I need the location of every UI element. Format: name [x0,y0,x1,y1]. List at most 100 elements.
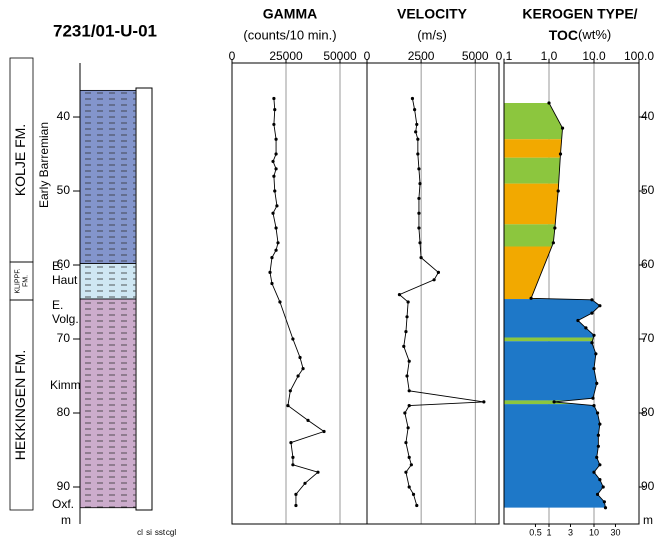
data-point [559,152,562,155]
data-point [291,337,294,340]
data-point [278,300,281,303]
depth-label: 80 [641,405,655,419]
data-point [272,123,275,126]
data-point [590,312,593,315]
kerogen-band [504,103,639,139]
grain-size-label: si [146,528,152,537]
x-tick-label: 50000 [323,49,357,63]
panel-title: VELOCITY [397,6,468,22]
data-point [274,152,277,155]
grain-size-label: sst [155,528,166,537]
data-point [410,463,413,466]
stage-text: Early Barremian [37,122,51,208]
data-point [296,374,299,377]
depth-label: 90 [57,479,71,493]
lithology-pattern [80,299,136,508]
page: 7231/01-U-01 404050506060707080809090mmK… [0,0,655,544]
data-point [303,482,306,485]
panel-title-2: TOC [549,27,578,43]
data-point [547,101,550,104]
grain-size-label: cgl [166,528,176,537]
data-point [418,182,421,185]
data-point [289,389,292,392]
data-point [557,189,560,192]
data-point [419,256,422,259]
kerogen-band [504,404,639,508]
data-point [561,127,564,130]
x-tick-label: 30 [610,527,620,537]
stage-text: Kimm [50,378,81,392]
kerogen-band [504,338,639,342]
x-tick-label: 5000 [462,49,489,63]
stage-text: E. [52,259,63,273]
data-point [602,485,605,488]
x-tick-label: 2500 [408,49,435,63]
x-tick-label: 0.1 [496,49,513,63]
data-point [417,197,420,200]
x-tick-label: 25000 [269,49,303,63]
depth-label: 50 [57,183,71,197]
data-point [291,463,294,466]
data-point [408,404,411,407]
data-point [405,315,408,318]
data-point [413,108,416,111]
data-point [408,389,411,392]
depth-label: 40 [641,109,655,123]
data-point [322,430,325,433]
data-point [404,441,407,444]
data-point [592,471,595,474]
data-point [268,271,271,274]
data-point [405,374,408,377]
data-point [291,456,294,459]
panel-frame [367,63,499,524]
data-point [402,345,405,348]
data-point [414,130,417,133]
x-tick-label: 0 [229,49,236,63]
grain-size-column [136,88,152,510]
x-tick-label: 100.0 [624,49,654,63]
data-point [271,212,274,215]
data-point [529,297,532,300]
data-point [273,189,276,192]
data-line [270,99,324,506]
depth-label: 80 [57,405,71,419]
x-tick-label: 10.0 [582,49,606,63]
kerogen-band [504,184,639,225]
data-point [270,282,273,285]
formation-text: KOLJE FM. [12,124,28,196]
data-point [592,334,595,337]
data-point [274,249,277,252]
panel-subtitle: TOC(wt%) [549,27,612,43]
data-point [553,226,556,229]
data-point [407,300,410,303]
data-point [598,423,601,426]
kerogen-band [504,139,639,157]
panel-title: KEROGEN TYPE/ [522,6,637,22]
data-point [598,463,601,466]
data-point [416,152,419,155]
kerogen-band [504,158,639,184]
stage-label: Kimm [50,378,81,392]
formation-label: KOLJE FM. [12,124,28,196]
data-point [411,97,414,100]
data-point [294,504,297,507]
x-tick-label: 10 [589,527,599,537]
kerogen-band [504,299,639,337]
data-point [598,478,601,481]
data-point [403,411,406,414]
well-title: 7231/01-U-01 [53,21,157,40]
data-point [417,226,420,229]
data-point [270,256,273,259]
data-point [412,493,415,496]
data-point [273,108,276,111]
data-point [598,304,601,307]
data-point [418,241,421,244]
data-point [590,341,593,344]
data-point [404,330,407,333]
data-point [274,226,277,229]
panel-frame [232,63,367,524]
kerogen-band [504,341,639,400]
data-point [408,360,411,363]
data-point [596,493,599,496]
data-point [286,404,289,407]
